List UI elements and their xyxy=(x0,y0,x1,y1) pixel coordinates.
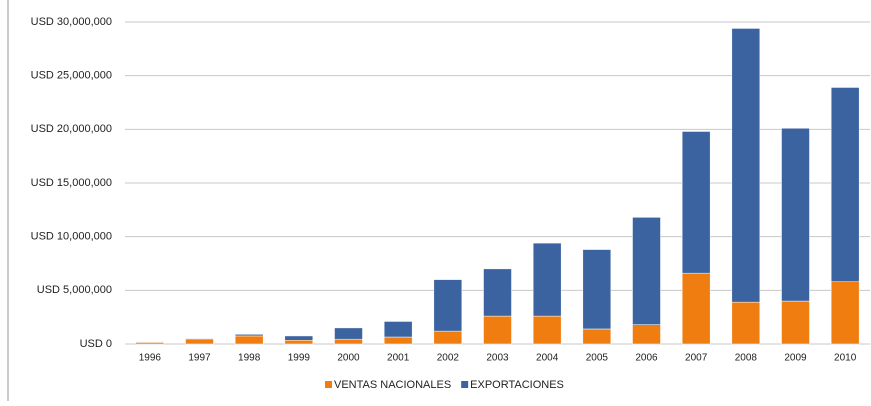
bar-segment xyxy=(632,324,661,345)
bar-segment xyxy=(532,242,562,317)
bar-segment xyxy=(433,330,463,345)
x-tick-label: 2005 xyxy=(586,353,609,364)
y-tick-label: USD 25,000,000 xyxy=(31,70,112,82)
bar-segment xyxy=(781,128,810,302)
y-tick-label: USD 30,000,000 xyxy=(31,16,112,28)
x-tick-label: 2008 xyxy=(735,353,758,364)
y-tick-label: USD 10,000,000 xyxy=(31,231,112,243)
bar-segment xyxy=(433,279,463,332)
bar-segment xyxy=(781,300,810,345)
x-tick-label: 2001 xyxy=(387,353,410,364)
bar-segment xyxy=(383,321,413,338)
bar-segment xyxy=(135,341,165,343)
x-tick-label: 1999 xyxy=(288,353,311,364)
bar-segment xyxy=(731,301,761,345)
x-tick-label: 1997 xyxy=(188,353,211,364)
x-tick-label: 2002 xyxy=(437,353,460,364)
x-tick-label: 2009 xyxy=(784,353,807,364)
legend-label: EXPORTACIONES xyxy=(470,379,564,391)
bar-segment xyxy=(830,281,860,345)
legend-swatch xyxy=(461,381,469,388)
x-tick-label: 2006 xyxy=(635,353,658,364)
bar-segment xyxy=(830,87,860,282)
y-tick-label: USD 15,000,000 xyxy=(31,177,112,189)
x-tick-label: 2010 xyxy=(834,353,857,364)
bar-segment xyxy=(681,131,711,274)
x-tick-label: 2007 xyxy=(685,353,708,364)
x-tick-label: 2004 xyxy=(536,353,559,364)
y-tick-label: USD 20,000,000 xyxy=(31,123,112,135)
bar-segment xyxy=(681,272,711,345)
bar-segment xyxy=(731,28,761,303)
bar-segment xyxy=(185,338,214,340)
bar-segment xyxy=(483,315,512,345)
bar-segment xyxy=(582,249,612,330)
bar-segment xyxy=(284,335,314,341)
x-tick-label: 2000 xyxy=(337,353,360,364)
y-tick-label: USD 5,000,000 xyxy=(37,284,112,296)
bar-segment xyxy=(383,336,413,345)
bar-segment xyxy=(234,334,264,337)
bar-segment xyxy=(234,335,264,345)
legend-label: VENTAS NACIONALES xyxy=(334,379,451,391)
bar-segment xyxy=(185,339,214,345)
legend-swatch xyxy=(325,381,332,388)
x-tick-label: 1996 xyxy=(139,353,162,364)
x-tick-label: 2003 xyxy=(486,353,509,364)
x-tick-label: 1998 xyxy=(238,353,261,364)
bar-segment xyxy=(582,328,612,345)
bar-segment xyxy=(483,268,512,317)
bar-segment xyxy=(334,327,363,340)
y-tick-label: USD 0 xyxy=(80,338,112,350)
bar-segment xyxy=(632,217,661,325)
bar-segment xyxy=(334,338,363,345)
bar-segment xyxy=(284,339,314,345)
bar-segment xyxy=(532,315,562,345)
